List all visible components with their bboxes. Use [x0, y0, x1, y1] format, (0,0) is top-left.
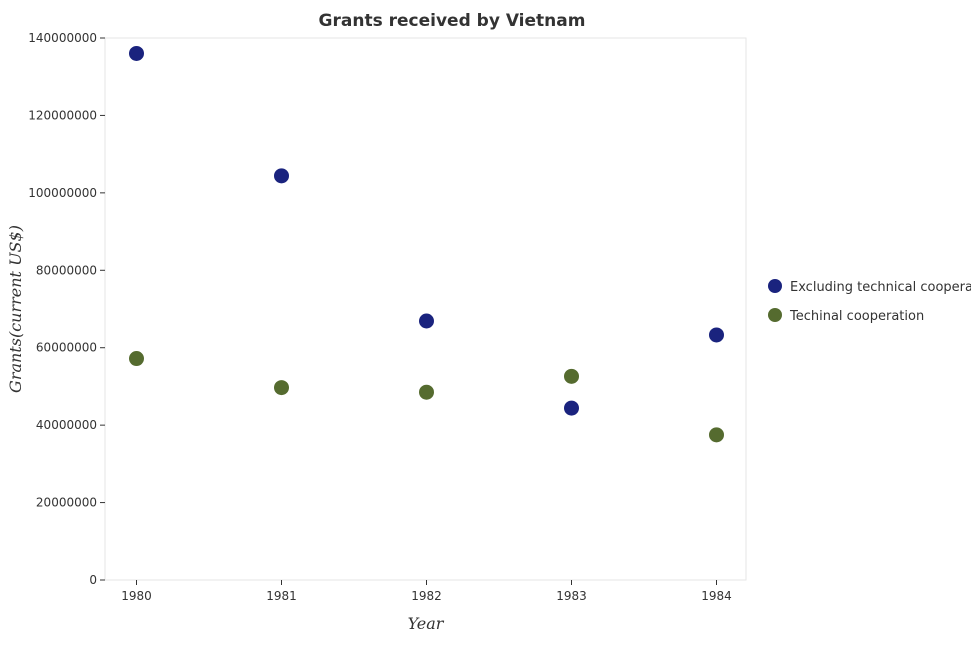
x-axis-label: Year [408, 614, 445, 633]
point-series1-1980 [129, 351, 144, 367]
x-tick-label: 1981 [266, 589, 297, 603]
point-series1-1983 [564, 368, 579, 384]
x-axis-ticks: 1980 1981 1982 1983 1984 [121, 580, 732, 603]
plot-area [104, 37, 747, 581]
legend-marker-0 [768, 279, 782, 293]
point-series1-1984 [709, 427, 724, 443]
legend-marker-1 [768, 308, 782, 322]
x-tick-label: 1984 [701, 589, 732, 603]
y-tick-label: 0 [89, 573, 97, 587]
y-tick-label: 140000000 [28, 31, 97, 45]
y-tick-label: 20000000 [36, 496, 97, 510]
x-tick-label: 1983 [556, 589, 587, 603]
point-series0-1984 [709, 327, 724, 343]
y-tick-label: 80000000 [36, 263, 97, 277]
legend: Excluding technical cooperation Techinal … [768, 279, 971, 324]
x-tick-label: 1982 [411, 589, 442, 603]
y-axis-ticks: 0 20000000 40000000 60000000 80000000 1000000… [28, 31, 105, 587]
y-tick-label: 100000000 [28, 186, 97, 200]
y-tick-label: 60000000 [36, 341, 97, 355]
point-series0-1980 [129, 45, 144, 61]
x-tick-label: 1980 [121, 589, 152, 603]
legend-label-0: Excluding technical cooperation [790, 280, 971, 295]
point-series0-1983 [564, 400, 579, 416]
point-series1-1982 [419, 384, 434, 400]
legend-label-1: Techinal cooperation [789, 309, 924, 324]
data-points [129, 45, 724, 443]
y-tick-label: 40000000 [36, 418, 97, 432]
point-series0-1982 [419, 313, 434, 329]
y-tick-label: 120000000 [28, 108, 97, 122]
point-series0-1981 [274, 168, 289, 184]
point-series1-1981 [274, 380, 289, 396]
y-axis-label: Grants(current US$) [6, 225, 25, 393]
chart-title: Grants received by Vietnam [319, 11, 586, 31]
